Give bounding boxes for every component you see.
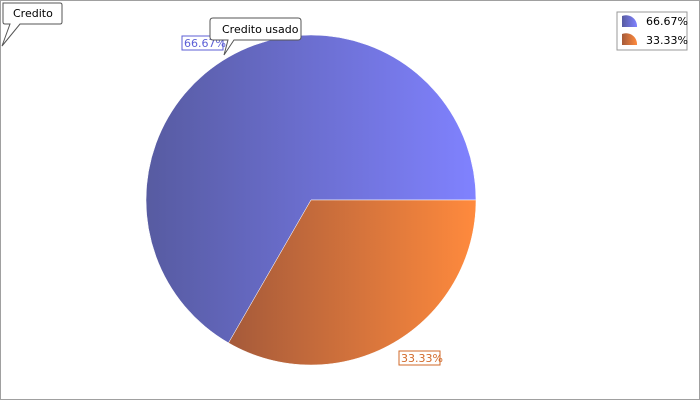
slice-callout: Credito usado [209,17,302,56]
legend-swatch-1 [622,15,638,27]
pie-slice-1 [145,34,477,344]
legend: 66.67% 33.33% [616,11,688,51]
data-label-2: 33.33% [398,350,443,366]
legend-swatch-2 [622,33,638,45]
corner-callout-text: Credito [13,7,53,20]
legend-entry-1: 66.67% [646,15,688,28]
data-label-text-2: 33.33% [401,352,443,365]
legend-entry-2: 33.33% [646,34,688,47]
pie-slice-2 [228,199,477,366]
corner-callout: Credito [1,2,63,47]
slice-callout-text: Credito usado [222,23,299,36]
